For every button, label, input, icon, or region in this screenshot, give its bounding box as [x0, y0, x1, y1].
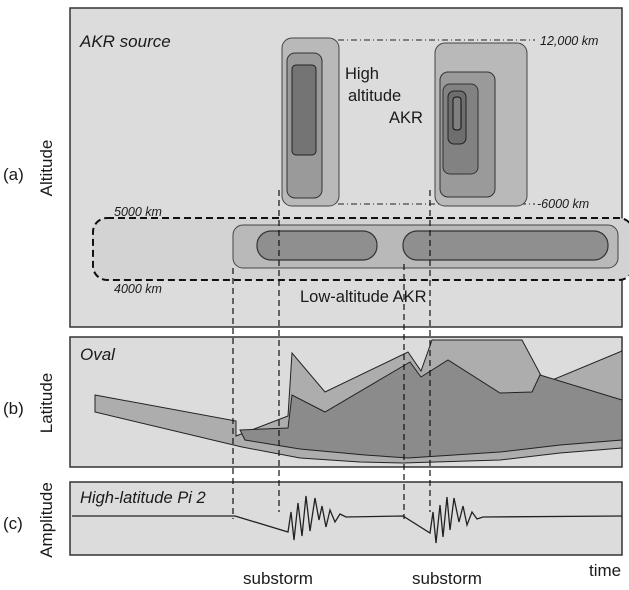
substorm-label-1: substorm [243, 569, 313, 588]
substorm-label-2: substorm [412, 569, 482, 588]
high-altitude-source-2-core [452, 96, 462, 131]
altitude-label-12000: 12,000 km [540, 34, 598, 48]
panel-b-ylabel: Latitude [37, 373, 56, 434]
altitude-label-4000: 4000 km [114, 282, 162, 296]
panel-a-ylabel: Altitude [37, 140, 56, 197]
high-altitude-label-line2: altitude [348, 87, 401, 105]
low-altitude-label: Low-altitude AKR [300, 288, 427, 306]
pi2-amplitude-trace [72, 495, 623, 544]
panel-c-title: High-latitude Pi 2 [80, 489, 206, 507]
panel-b-tag: (b) [3, 399, 24, 418]
panel-c-ylabel: Amplitude [37, 482, 56, 558]
oval-inner-region [239, 359, 623, 459]
panel-b-title: Oval [80, 345, 116, 364]
time-axis-label: time [589, 561, 621, 580]
altitude-label-6000: -6000 km [537, 197, 589, 211]
panel-a-tag: (a) [3, 165, 24, 184]
substorm-time-markers [232, 190, 431, 519]
high-altitude-source-1-core [291, 64, 317, 156]
low-altitude-akr-core-2 [402, 230, 609, 261]
panel-a-title: AKR source [79, 32, 171, 51]
low-altitude-akr-core-1 [256, 230, 378, 261]
altitude-label-5000: 5000 km [114, 205, 162, 219]
high-altitude-label-line3: AKR [389, 109, 423, 127]
panel-c-tag: (c) [3, 514, 23, 533]
panel-c-frame [69, 481, 623, 556]
high-altitude-label-line1: High [345, 65, 379, 83]
